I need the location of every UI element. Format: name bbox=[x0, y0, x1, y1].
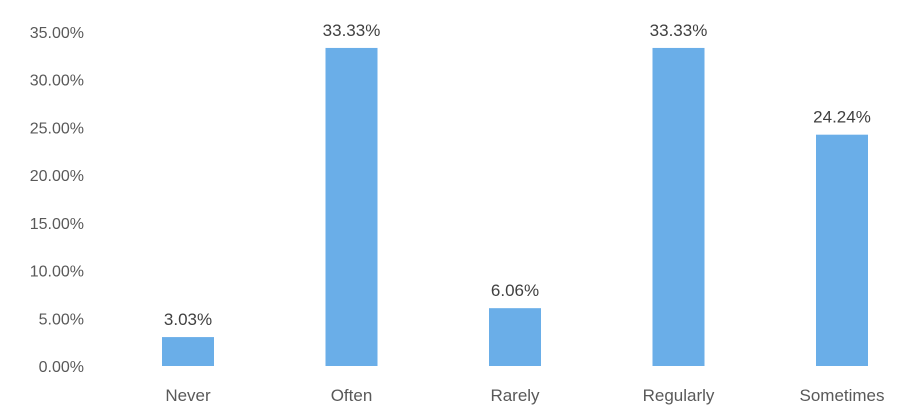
x-category-label: Rarely bbox=[490, 386, 540, 405]
x-category-label: Often bbox=[331, 386, 373, 405]
y-tick-label: 30.00% bbox=[30, 73, 84, 90]
bar-sometimes bbox=[816, 134, 868, 366]
data-label: 6.06% bbox=[491, 281, 539, 300]
y-tick-label: 5.00% bbox=[39, 311, 84, 328]
x-axis: Never Often Rarely Regularly Sometimes bbox=[165, 386, 884, 405]
x-category-label: Sometimes bbox=[799, 386, 884, 405]
y-axis: 0.00% 5.00% 10.00% 15.00% 20.00% 25.00% 30.00%… bbox=[30, 25, 84, 376]
data-label: 33.33% bbox=[323, 21, 381, 40]
x-category-label: Never bbox=[165, 386, 211, 405]
bar-rarely bbox=[489, 308, 541, 366]
y-tick-label: 0.00% bbox=[39, 359, 84, 376]
y-tick-label: 25.00% bbox=[30, 120, 84, 137]
y-tick-label: 15.00% bbox=[30, 216, 84, 233]
bar-often bbox=[325, 47, 378, 366]
data-labels-group: 3.03% 33.33% 6.06% 33.33% 24.24% bbox=[164, 21, 871, 329]
bar-never bbox=[162, 337, 214, 366]
x-category-label: Regularly bbox=[643, 386, 715, 405]
y-tick-label: 10.00% bbox=[30, 264, 84, 281]
y-tick-label: 35.00% bbox=[30, 25, 84, 42]
data-label: 24.24% bbox=[813, 108, 871, 127]
data-label: 3.03% bbox=[164, 310, 212, 329]
data-label: 33.33% bbox=[650, 21, 708, 40]
bars-group bbox=[162, 47, 868, 366]
y-tick-label: 20.00% bbox=[30, 168, 84, 185]
bar-regularly bbox=[652, 47, 705, 366]
